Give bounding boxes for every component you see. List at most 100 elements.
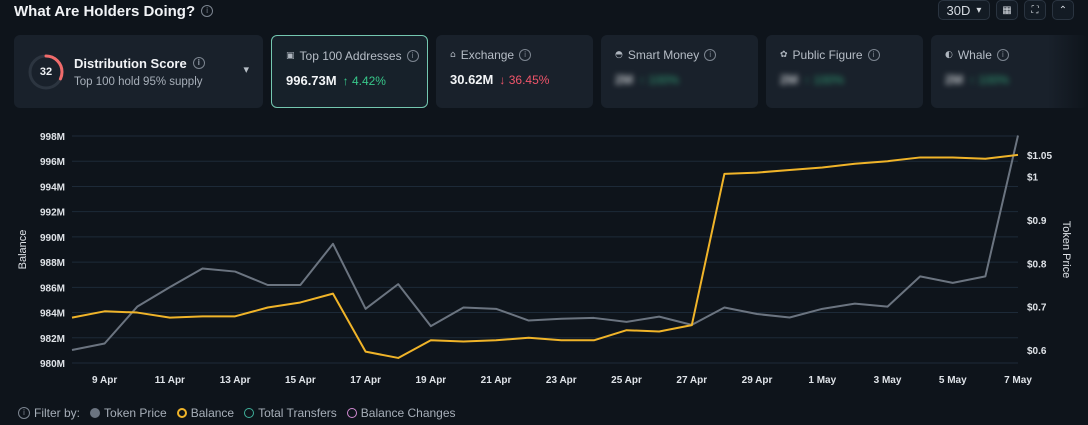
expand-icon[interactable]: ⛶	[1024, 0, 1046, 20]
metric-change-value: 100%	[813, 73, 845, 87]
score-ring: 32	[26, 52, 66, 92]
exchange-icon: ⌂	[450, 50, 456, 60]
metric-label: Whale	[957, 48, 992, 62]
chart-legend: i Filter by: Token Price Balance Total T…	[18, 406, 456, 420]
info-icon[interactable]: i	[519, 49, 532, 61]
info-icon[interactable]: i	[704, 49, 717, 61]
info-icon[interactable]: i	[192, 57, 205, 69]
y-tick-label: 984M	[40, 309, 65, 320]
metric-label: Smart Money	[627, 48, 700, 62]
x-tick-label: 13 Apr	[220, 375, 251, 386]
y-tick-label: 994M	[40, 182, 65, 193]
x-tick-label: 27 Apr	[676, 375, 707, 386]
arrow-down-icon: ↓	[499, 73, 506, 87]
arrow-up-icon: ↑	[969, 73, 976, 87]
metric-value: 2M	[615, 72, 634, 87]
metric-card-exchange[interactable]: ⌂ Exchange i 30.62M ↓ 36.45%	[436, 35, 593, 108]
distribution-score-subtitle: Top 100 hold 95% supply	[74, 75, 203, 88]
x-tick-label: 29 Apr	[742, 375, 773, 386]
x-tick-label: 5 May	[939, 375, 967, 386]
metric-change: ↑ 4.42%	[343, 74, 386, 88]
metric-label: Exchange	[460, 48, 515, 62]
token-price-line	[71, 135, 1019, 351]
total-transfers-dot-icon	[244, 408, 255, 418]
y-tick-label: 988M	[40, 258, 65, 269]
arrow-up-icon: ↑	[639, 73, 646, 87]
y2-tick-label: $0.8	[1027, 259, 1047, 270]
range-selector[interactable]: 30D ▾	[938, 0, 990, 20]
balance-dot-icon	[176, 408, 187, 418]
legend-label: Balance Changes	[360, 406, 456, 420]
x-tick-label: 1 May	[808, 375, 836, 386]
info-icon[interactable]: i	[996, 49, 1009, 61]
metric-card-public-figure[interactable]: ✿ Public Figure i 2M ↑ 100%	[766, 35, 923, 108]
token-price-dot-icon	[90, 408, 101, 418]
metric-change: ↑ 100%	[969, 73, 1009, 87]
distribution-score-card[interactable]: 32 Distribution Score i Top 100 hold 95%…	[14, 35, 263, 108]
metric-card-smart-money[interactable]: ◓ Smart Money i 2M ↑ 100%	[601, 35, 758, 108]
holders-chart: 980M 982M 984M 986M 988M 990M 992M 994M 996M 998M…	[17, 132, 1072, 386]
x-tick-label: 25 Apr	[611, 375, 642, 386]
x-tick-label: 17 Apr	[350, 375, 381, 386]
metric-card-whale[interactable]: ◐ Whale i 2M ↑ 100%	[931, 35, 1088, 108]
distribution-score-title: Distribution Score	[74, 55, 187, 71]
metric-label: Public Figure	[792, 48, 863, 62]
distribution-score-value: 32	[39, 65, 53, 78]
y-tick-label: 986M	[40, 283, 65, 294]
y-axis-title: Balance	[17, 230, 29, 270]
info-icon[interactable]: i	[18, 407, 30, 419]
info-icon[interactable]: i	[867, 49, 880, 61]
metric-value: 2M	[945, 72, 964, 87]
y-tick-label: 996M	[40, 157, 65, 168]
y2-tick-label: $1.05	[1027, 151, 1052, 162]
legend-balance-changes[interactable]: Balance Changes	[346, 406, 456, 420]
metric-label: Top 100 Addresses	[299, 49, 402, 63]
y-tick-label: 980M	[40, 359, 65, 370]
legend-label: Balance	[190, 406, 235, 420]
legend-label: Total Transfers	[258, 406, 337, 420]
x-tick-label: 9 Apr	[92, 375, 117, 386]
info-icon[interactable]: i	[406, 50, 419, 62]
widget-title: What Are Holders Doing?	[14, 2, 196, 20]
y-tick-label: 992M	[40, 208, 65, 219]
legend-total-transfers[interactable]: Total Transfers	[244, 406, 337, 420]
calendar-icon[interactable]: ▦	[996, 0, 1018, 20]
x-tick-label: 21 Apr	[481, 375, 512, 386]
metric-value: 2M	[780, 72, 799, 87]
holder-cards: 32 Distribution Score i Top 100 hold 95%…	[14, 35, 1088, 108]
x-tick-label: 11 Apr	[155, 375, 185, 386]
legend-token-price[interactable]: Token Price	[90, 406, 167, 420]
legend-label: Token Price	[104, 406, 167, 420]
x-tick-label: 3 May	[874, 375, 902, 386]
metric-change-value: 100%	[978, 73, 1010, 87]
smart-money-icon: ◓	[615, 50, 623, 60]
metric-change-value: 4.42%	[351, 74, 386, 88]
x-tick-label: 19 Apr	[415, 375, 446, 386]
range-label: 30D	[946, 2, 971, 18]
chevron-down-icon[interactable]: ▾	[243, 63, 249, 76]
score-ring-arc	[28, 54, 64, 89]
metric-value: 996.73M	[286, 73, 337, 88]
metric-cards: ▣ Top 100 Addresses i 996.73M ↑ 4.42% ⌂ Exchan…	[271, 35, 1088, 108]
x-tick-label: 23 Apr	[546, 375, 577, 386]
filter-label: Filter by:	[34, 406, 81, 420]
metric-change: ↑ 100%	[639, 73, 679, 87]
collapse-icon[interactable]: ⌃	[1052, 0, 1074, 20]
whale-icon: ◐	[945, 50, 953, 60]
y2-tick-label: $0.7	[1027, 303, 1047, 314]
metric-change: ↓ 36.45%	[499, 73, 549, 87]
info-icon[interactable]: i	[201, 5, 214, 17]
chart-controls: 30D ▾ ▦ ⛶ ⌃	[938, 0, 1074, 20]
arrow-up-icon: ↑	[804, 73, 811, 87]
balance-changes-dot-icon	[346, 408, 357, 418]
metric-change-value: 100%	[648, 73, 680, 87]
legend-balance[interactable]: Balance	[176, 406, 235, 420]
score-ring-graphic	[28, 54, 64, 89]
y-tick-label: 998M	[40, 132, 65, 143]
metric-value: 30.62M	[450, 72, 494, 87]
balance-line	[71, 153, 1019, 359]
y2-tick-label: $1	[1027, 173, 1039, 184]
metric-change-value: 36.45%	[508, 73, 550, 87]
metric-card-top-100-addresses[interactable]: ▣ Top 100 Addresses i 996.73M ↑ 4.42%	[271, 35, 428, 108]
widget-header: What Are Holders Doing? i	[14, 0, 214, 22]
